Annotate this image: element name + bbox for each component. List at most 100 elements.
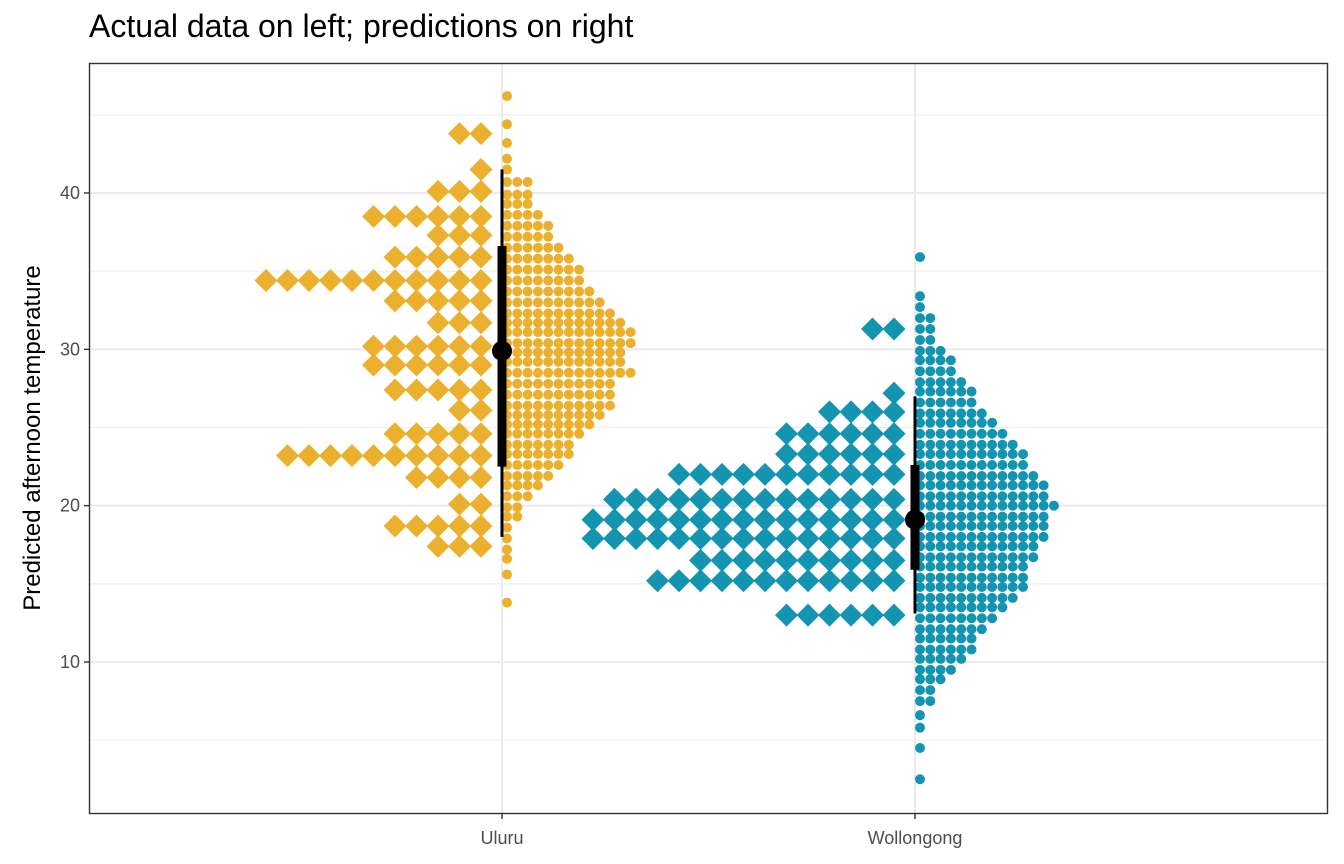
- prediction-point: [966, 644, 977, 655]
- prediction-point: [956, 417, 967, 428]
- prediction-point: [574, 286, 585, 297]
- prediction-point: [522, 409, 533, 420]
- actual-data-point: [839, 442, 863, 466]
- prediction-point: [574, 428, 585, 439]
- prediction-point: [945, 511, 956, 522]
- prediction-point: [553, 419, 564, 430]
- prediction-point: [574, 409, 585, 420]
- actual-data-point: [426, 353, 450, 377]
- prediction-point: [522, 356, 533, 367]
- actual-data-point: [882, 569, 906, 593]
- prediction-point: [925, 313, 936, 324]
- prediction-point: [512, 338, 523, 349]
- prediction-point: [522, 400, 533, 411]
- actual-data-point: [469, 378, 493, 402]
- prediction-point: [956, 552, 967, 563]
- actual-data-point: [426, 534, 450, 558]
- prediction-point: [522, 389, 533, 400]
- actual-data-point: [469, 353, 493, 377]
- prediction-point: [925, 685, 936, 696]
- prediction-point: [1018, 491, 1028, 502]
- actual-data-point: [426, 466, 450, 490]
- prediction-point: [502, 569, 512, 580]
- actual-data-point: [753, 548, 777, 572]
- prediction-point: [915, 334, 925, 345]
- prediction-point: [915, 252, 925, 263]
- prediction-point: [512, 502, 523, 513]
- prediction-point: [584, 409, 595, 420]
- actual-data-point: [796, 526, 820, 550]
- actual-data-point: [818, 422, 841, 446]
- actual-data-point: [689, 569, 712, 593]
- grid-lines: [90, 64, 1327, 813]
- prediction-point: [512, 220, 523, 231]
- prediction-point: [915, 592, 925, 603]
- actual-data-point: [882, 508, 906, 532]
- prediction-point: [512, 480, 523, 491]
- actual-data-point: [254, 269, 278, 293]
- prediction-point: [532, 308, 543, 319]
- prediction-point: [543, 338, 554, 349]
- prediction-point: [532, 297, 543, 308]
- actual-data-point: [775, 422, 798, 446]
- prediction-point: [512, 449, 523, 460]
- actual-data-point: [624, 526, 648, 550]
- prediction-point: [532, 400, 543, 411]
- actual-data-point: [469, 492, 493, 516]
- prediction-point: [966, 520, 977, 531]
- prediction-point: [1007, 572, 1018, 583]
- prediction-point: [563, 400, 574, 411]
- prediction-point: [935, 460, 946, 471]
- actual-data-point: [469, 334, 493, 358]
- prediction-point: [935, 613, 946, 624]
- prediction-point: [512, 242, 523, 253]
- actual-data-point: [426, 245, 450, 269]
- prediction-point: [522, 480, 533, 491]
- prediction-point: [563, 428, 574, 439]
- prediction-point: [935, 480, 946, 491]
- prediction-point: [543, 242, 554, 253]
- actual-data-point: [839, 569, 863, 593]
- prediction-point: [915, 324, 925, 335]
- prediction-point: [945, 531, 956, 542]
- prediction-point: [956, 500, 967, 511]
- prediction-point: [1007, 500, 1018, 511]
- prediction-point: [522, 419, 533, 430]
- prediction-point: [1028, 541, 1039, 552]
- prediction-point: [532, 286, 543, 297]
- prediction-point: [553, 317, 564, 328]
- prediction-point: [966, 460, 977, 471]
- prediction-point: [625, 367, 636, 378]
- actual-data-point: [710, 548, 734, 572]
- prediction-point: [915, 377, 925, 388]
- prediction-point: [935, 345, 946, 356]
- prediction-point: [1038, 531, 1049, 542]
- prediction-point: [935, 439, 946, 450]
- prediction-point: [532, 264, 543, 275]
- prediction-point: [522, 286, 533, 297]
- prediction-point: [1007, 460, 1018, 471]
- actual-data-point: [710, 526, 734, 550]
- prediction-point: [584, 297, 595, 308]
- actual-data-point: [426, 334, 450, 358]
- prediction-point: [512, 286, 523, 297]
- prediction-point: [502, 231, 512, 242]
- prediction-point: [512, 356, 523, 367]
- prediction-point: [987, 541, 998, 552]
- actual-data-point: [448, 353, 471, 377]
- prediction-point: [543, 308, 554, 319]
- y-tick-label: 10: [60, 652, 80, 672]
- prediction-point: [543, 231, 554, 242]
- actual-data-point: [448, 378, 471, 402]
- prediction-point: [553, 347, 564, 358]
- prediction-point: [502, 502, 512, 513]
- prediction-point: [956, 653, 967, 664]
- actual-data-point: [775, 508, 798, 532]
- actual-data-point: [861, 508, 884, 532]
- actual-data-point: [689, 487, 712, 511]
- prediction-point: [502, 491, 512, 502]
- prediction-point: [976, 552, 987, 563]
- prediction-point: [925, 449, 936, 460]
- actual-data-point: [732, 462, 755, 486]
- actual-data-point: [689, 462, 712, 486]
